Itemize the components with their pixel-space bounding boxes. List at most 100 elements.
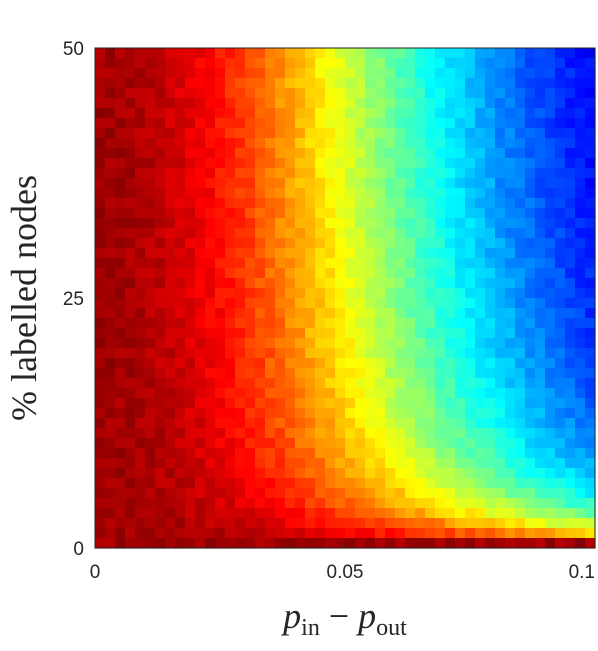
heatmap-cell [325,238,336,249]
heatmap-cell [325,278,336,289]
heatmap-cell [525,458,536,469]
heatmap-cell [585,88,596,99]
heatmap-cell [525,258,536,269]
heatmap-cell [395,288,406,299]
heatmap-cell [335,178,346,189]
heatmap-cell [445,368,456,379]
x-tick-label: 0.1 [569,562,595,583]
heatmap-cell [105,408,116,419]
heatmap-cell [115,368,126,379]
heatmap-cell [375,278,386,289]
heatmap-cell [535,98,546,109]
heatmap-cell [395,358,406,369]
heatmap-cell [305,488,316,499]
heatmap-cell [455,508,466,519]
heatmap-cell [265,328,276,339]
heatmap-cell [395,518,406,529]
heatmap-cell [235,498,246,509]
heatmap-cell [395,248,406,259]
heatmap-cell [265,478,276,489]
heatmap-cell [265,418,276,429]
heatmap-cell [295,368,306,379]
heatmap-cell [475,88,486,99]
heatmap-cell [285,188,296,199]
heatmap-cell [355,278,366,289]
heatmap-cell [275,268,286,279]
heatmap-cell [515,308,526,319]
heatmap-cell [335,228,346,239]
heatmap-cell [245,328,256,339]
heatmap-cell [185,328,196,339]
heatmap-cell [235,488,246,499]
heatmap-cell [355,488,366,499]
heatmap-cell [175,378,186,389]
heatmap-cell [315,298,326,309]
heatmap-cell [235,538,246,549]
heatmap-cell [325,118,336,129]
heatmap-cell [125,48,136,59]
heatmap-cell [165,418,176,429]
heatmap-cell [325,528,336,539]
heatmap-cell [525,428,536,439]
heatmap-cell [395,308,406,319]
heatmap-cell [485,108,496,119]
heatmap-cell [105,128,116,139]
heatmap-cell [345,98,356,109]
heatmap-cell [555,478,566,489]
heatmap-cell [215,138,226,149]
heatmap-cell [105,188,116,199]
heatmap-cell [385,348,396,359]
heatmap-cell [155,128,166,139]
heatmap-cells [95,48,596,549]
heatmap-cell [165,258,176,269]
heatmap-cell [495,88,506,99]
heatmap-cell [95,148,106,159]
heatmap-cell [205,488,216,499]
heatmap-cell [215,368,226,379]
heatmap-cell [95,418,106,429]
heatmap-cell [215,128,226,139]
heatmap-cell [485,328,496,339]
heatmap-cell [175,208,186,219]
heatmap-cell [555,468,566,479]
heatmap-cell [315,538,326,549]
heatmap-cell [95,208,106,219]
heatmap-cell [285,398,296,409]
heatmap-cell [385,208,396,219]
heatmap-cell [435,68,446,79]
heatmap-cell [275,488,286,499]
heatmap-cell [135,88,146,99]
heatmap-cell [345,118,356,129]
heatmap-cell [165,138,176,149]
heatmap-cell [525,438,536,449]
heatmap-cell [195,78,206,89]
heatmap-cell [125,308,136,319]
heatmap-cell [545,478,556,489]
heatmap-cell [385,448,396,459]
heatmap-cell [565,138,576,149]
heatmap-cell [135,318,146,329]
heatmap-cell [485,258,496,269]
heatmap-cell [155,98,166,109]
heatmap-cell [185,268,196,279]
heatmap-cell [325,178,336,189]
heatmap-cell [255,238,266,249]
heatmap-cell [115,228,126,239]
heatmap-cell [145,458,156,469]
heatmap-cell [135,218,146,229]
heatmap-cell [325,128,336,139]
heatmap-cell [485,378,496,389]
heatmap-cell [475,528,486,539]
heatmap-cell [375,178,386,189]
heatmap-cell [415,298,426,309]
heatmap-cell [375,338,386,349]
heatmap-cell [195,198,206,209]
heatmap-cell [425,158,436,169]
heatmap-cell [225,298,236,309]
heatmap-cell [425,218,436,229]
heatmap-cell [215,508,226,519]
heatmap-cell [135,148,146,159]
heatmap-cell [425,388,436,399]
heatmap-cell [545,528,556,539]
heatmap-cell [175,528,186,539]
